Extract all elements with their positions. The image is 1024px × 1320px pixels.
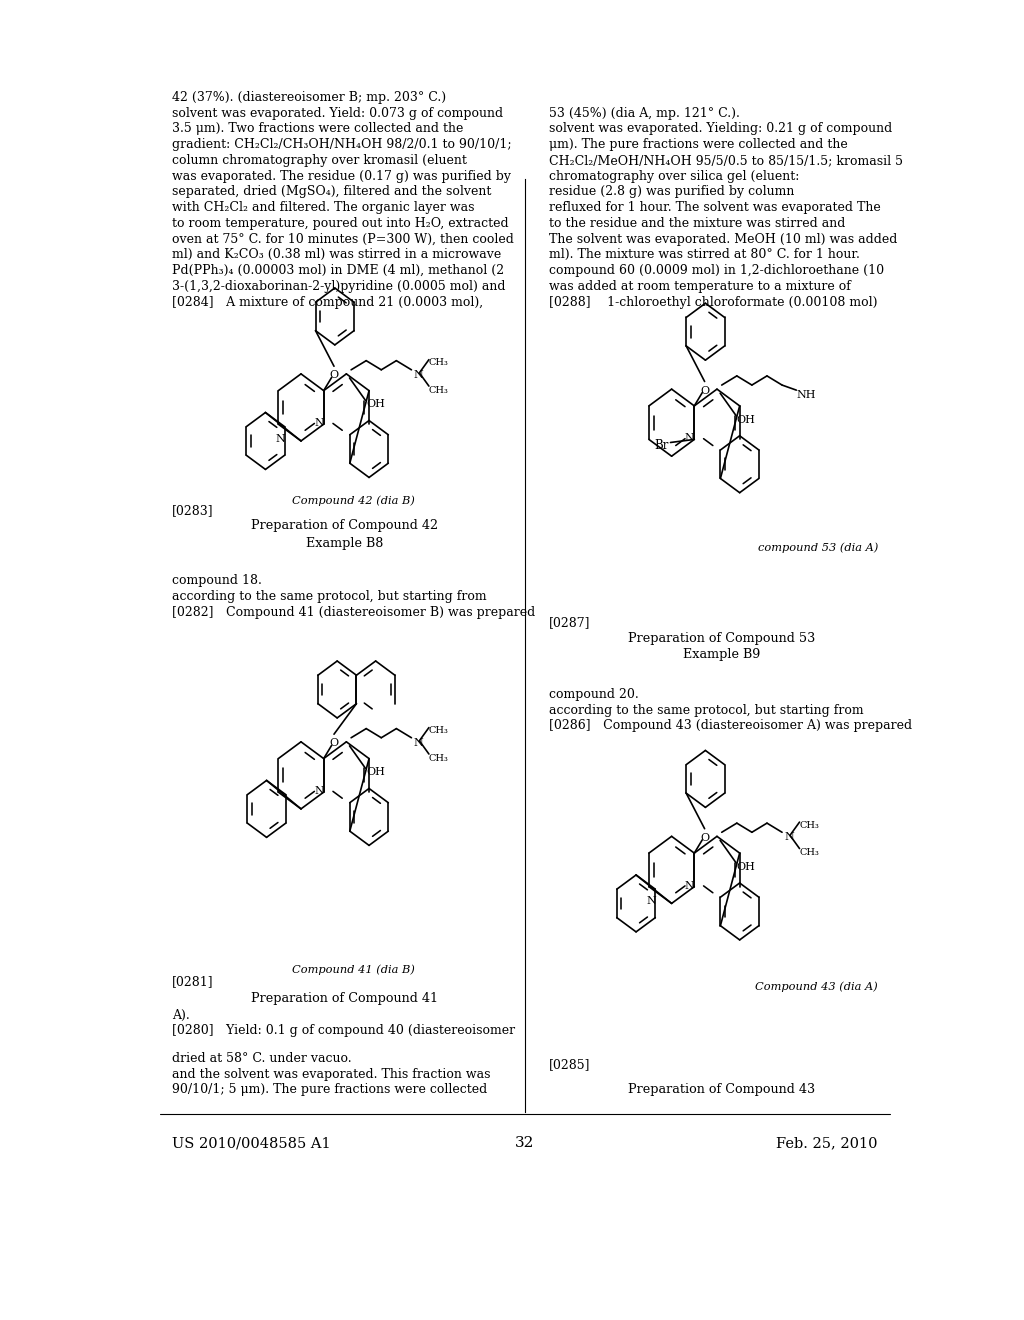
Text: 3.5 μm). Two fractions were collected and the: 3.5 μm). Two fractions were collected an… (172, 123, 463, 136)
Text: CH₃: CH₃ (800, 821, 819, 830)
Text: gradient: CH₂Cl₂/CH₃OH/NH₄OH 98/2/0.1 to 90/10/1;: gradient: CH₂Cl₂/CH₃OH/NH₄OH 98/2/0.1 to… (172, 139, 511, 150)
Text: [0282] Compound 41 (diastereoisomer B) was prepared: [0282] Compound 41 (diastereoisomer B) w… (172, 606, 535, 619)
Text: CH₃: CH₃ (429, 358, 449, 367)
Text: 32: 32 (515, 1137, 535, 1150)
Text: oven at 75° C. for 10 minutes (P=300 W), then cooled: oven at 75° C. for 10 minutes (P=300 W),… (172, 232, 513, 246)
Text: μm). The pure fractions were collected and the: μm). The pure fractions were collected a… (549, 139, 847, 150)
Text: Example B8: Example B8 (305, 536, 383, 549)
Text: Preparation of Compound 42: Preparation of Compound 42 (251, 519, 438, 532)
Text: according to the same protocol, but starting from: according to the same protocol, but star… (172, 590, 486, 603)
Text: Preparation of Compound 41: Preparation of Compound 41 (251, 991, 437, 1005)
Text: dried at 58° C. under vacuo.: dried at 58° C. under vacuo. (172, 1052, 351, 1065)
Text: O: O (700, 833, 710, 843)
Text: N: N (314, 418, 324, 428)
Text: N: N (314, 787, 324, 796)
Text: OH: OH (737, 862, 756, 871)
Text: CH₂Cl₂/MeOH/NH₄OH 95/5/0.5 to 85/15/1.5; kromasil 5: CH₂Cl₂/MeOH/NH₄OH 95/5/0.5 to 85/15/1.5;… (549, 154, 902, 166)
Text: Compound 43 (dia A): Compound 43 (dia A) (756, 982, 878, 993)
Text: A).: A). (172, 1008, 189, 1022)
Text: [0284] A mixture of compound 21 (0.0003 mol),: [0284] A mixture of compound 21 (0.0003 … (172, 296, 482, 309)
Text: [0283]: [0283] (172, 504, 213, 517)
Text: O: O (700, 385, 710, 396)
Text: OH: OH (367, 400, 385, 409)
Text: separated, dried (MgSO₄), filtered and the solvent: separated, dried (MgSO₄), filtered and t… (172, 185, 492, 198)
Text: solvent was evaporated. Yield: 0.073 g of compound: solvent was evaporated. Yield: 0.073 g o… (172, 107, 503, 120)
Text: Feb. 25, 2010: Feb. 25, 2010 (776, 1137, 878, 1150)
Text: with CH₂Cl₂ and filtered. The organic layer was: with CH₂Cl₂ and filtered. The organic la… (172, 201, 474, 214)
Text: N: N (414, 738, 424, 748)
Text: NH: NH (797, 391, 816, 400)
Text: [0288]  1-chloroethyl chloroformate (0.00108 mol): [0288] 1-chloroethyl chloroformate (0.00… (549, 296, 878, 309)
Text: Pd(PPh₃)₄ (0.00003 mol) in DME (4 ml), methanol (2: Pd(PPh₃)₄ (0.00003 mol) in DME (4 ml), m… (172, 264, 504, 277)
Text: [0280] Yield: 0.1 g of compound 40 (diastereoisomer: [0280] Yield: 0.1 g of compound 40 (dias… (172, 1024, 515, 1038)
Text: N: N (685, 880, 694, 891)
Text: [0286] Compound 43 (diastereoisomer A) was prepared: [0286] Compound 43 (diastereoisomer A) w… (549, 719, 911, 733)
Text: OH: OH (367, 767, 385, 777)
Text: to the residue and the mixture was stirred and: to the residue and the mixture was stirr… (549, 216, 845, 230)
Text: 53 (45%) (dia A, mp. 121° C.).: 53 (45%) (dia A, mp. 121° C.). (549, 107, 739, 120)
Text: O: O (330, 738, 339, 748)
Text: chromatography over silica gel (eluent:: chromatography over silica gel (eluent: (549, 169, 799, 182)
Text: Example B9: Example B9 (683, 648, 760, 661)
Text: N: N (414, 370, 424, 380)
Text: compound 60 (0.0009 mol) in 1,2-dichloroethane (10: compound 60 (0.0009 mol) in 1,2-dichloro… (549, 264, 884, 277)
Text: Compound 42 (dia B): Compound 42 (dia B) (293, 496, 416, 507)
Text: ml) and K₂CO₃ (0.38 ml) was stirred in a microwave: ml) and K₂CO₃ (0.38 ml) was stirred in a… (172, 248, 501, 261)
Text: Compound 41 (dia B): Compound 41 (dia B) (293, 965, 416, 975)
Text: solvent was evaporated. Yielding: 0.21 g of compound: solvent was evaporated. Yielding: 0.21 g… (549, 123, 892, 136)
Text: and the solvent was evaporated. This fraction was: and the solvent was evaporated. This fra… (172, 1068, 490, 1081)
Text: compound 53 (dia A): compound 53 (dia A) (758, 543, 878, 553)
Text: Br: Br (654, 440, 669, 451)
Text: Preparation of Compound 43: Preparation of Compound 43 (628, 1084, 815, 1097)
Text: 3-(1,3,2-dioxaborinan-2-yl)pyridine (0.0005 mol) and: 3-(1,3,2-dioxaborinan-2-yl)pyridine (0.0… (172, 280, 505, 293)
Text: US 2010/0048585 A1: US 2010/0048585 A1 (172, 1137, 331, 1150)
Text: N: N (275, 434, 286, 444)
Text: N: N (685, 433, 694, 444)
Text: The solvent was evaporated. MeOH (10 ml) was added: The solvent was evaporated. MeOH (10 ml)… (549, 232, 897, 246)
Text: O: O (330, 371, 339, 380)
Text: CH₃: CH₃ (429, 385, 449, 395)
Text: was evaporated. The residue (0.17 g) was purified by: was evaporated. The residue (0.17 g) was… (172, 169, 511, 182)
Text: Preparation of Compound 53: Preparation of Compound 53 (628, 632, 815, 645)
Text: CH₃: CH₃ (429, 754, 449, 763)
Text: ml). The mixture was stirred at 80° C. for 1 hour.: ml). The mixture was stirred at 80° C. f… (549, 248, 859, 261)
Text: OH: OH (737, 414, 756, 425)
Text: 42 (37%). (diastereoisomer B; mp. 203° C.): 42 (37%). (diastereoisomer B; mp. 203° C… (172, 91, 445, 104)
Text: according to the same protocol, but starting from: according to the same protocol, but star… (549, 704, 863, 717)
Text: [0287]: [0287] (549, 615, 590, 628)
Text: N: N (784, 833, 795, 842)
Text: was added at room temperature to a mixture of: was added at room temperature to a mixtu… (549, 280, 851, 293)
Text: [0285]: [0285] (549, 1057, 590, 1071)
Text: compound 20.: compound 20. (549, 688, 638, 701)
Text: refluxed for 1 hour. The solvent was evaporated The: refluxed for 1 hour. The solvent was eva… (549, 201, 881, 214)
Text: CH₃: CH₃ (429, 726, 449, 735)
Text: column chromatography over kromasil (eluent: column chromatography over kromasil (elu… (172, 154, 467, 166)
Text: compound 18.: compound 18. (172, 574, 261, 587)
Text: residue (2.8 g) was purified by column: residue (2.8 g) was purified by column (549, 185, 794, 198)
Text: N: N (646, 896, 656, 907)
Text: [0281]: [0281] (172, 975, 213, 989)
Text: CH₃: CH₃ (800, 849, 819, 857)
Text: 90/10/1; 5 μm). The pure fractions were collected: 90/10/1; 5 μm). The pure fractions were … (172, 1084, 486, 1097)
Text: to room temperature, poured out into H₂O, extracted: to room temperature, poured out into H₂O… (172, 216, 508, 230)
